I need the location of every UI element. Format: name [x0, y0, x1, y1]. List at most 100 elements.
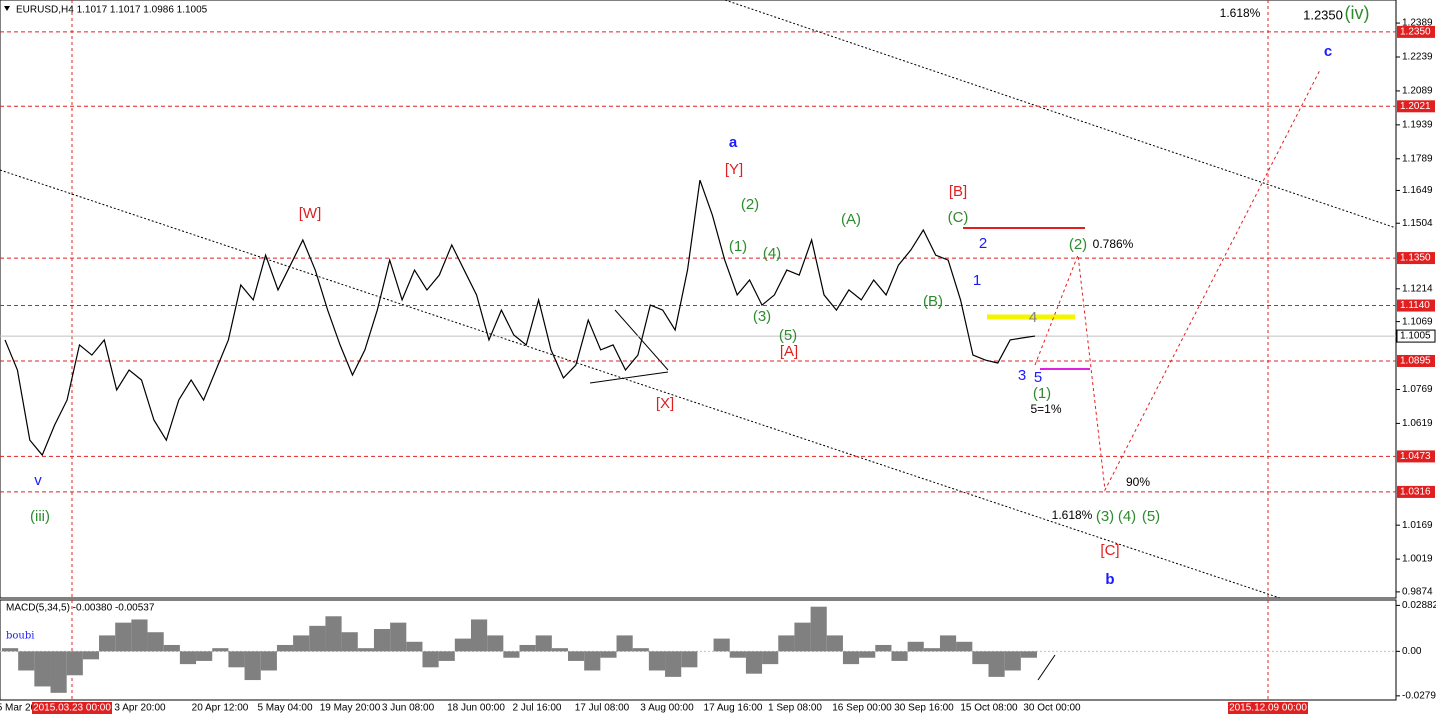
- y-tick-label: 1.1069: [1402, 316, 1433, 327]
- x-tick-label: 5 Mar 2015: [0, 703, 48, 714]
- wave-label: (1): [1033, 385, 1051, 402]
- macd-bar: [713, 638, 730, 652]
- level-box: [1397, 100, 1435, 113]
- cursor-label: 2015.03.23 00:00: [33, 703, 111, 714]
- macd-bar: [147, 632, 164, 652]
- wave-label: 1.618%: [1052, 508, 1093, 522]
- macd-bar: [422, 651, 439, 668]
- wave-label: (5): [1142, 508, 1160, 525]
- macd-bar: [681, 651, 698, 668]
- x-tick-label: 3 Jun 08:00: [382, 703, 435, 714]
- y-tick-label: 0.00: [1402, 646, 1422, 657]
- macd-bar: [551, 648, 569, 652]
- macd-bar: [778, 635, 795, 652]
- macd-bar: [341, 632, 358, 652]
- macd-bar: [616, 635, 633, 652]
- wave-label: (4): [763, 245, 781, 262]
- macd-bar: [665, 651, 682, 677]
- macd-bar: [309, 625, 326, 652]
- wave-label: 2: [979, 235, 987, 252]
- wave-label: [X]: [656, 395, 674, 412]
- macd-bar: [826, 635, 843, 652]
- wave-label: a: [729, 134, 738, 151]
- level-label: 1.2350: [1400, 27, 1431, 38]
- wave-label: [C]: [1100, 542, 1119, 559]
- macd-frame: [0, 599, 1397, 701]
- trend-line: [724, 0, 1397, 229]
- macd-bar: [66, 651, 83, 676]
- wave-label: (4): [1118, 508, 1136, 525]
- macd-bar: [50, 651, 67, 693]
- level-box: [1397, 354, 1435, 367]
- macd-bar: [956, 641, 973, 652]
- macd-title: MACD(5,34,5) -0.00380 -0.00537: [6, 603, 155, 614]
- level-box: [1397, 252, 1435, 265]
- cursor-box: [1228, 702, 1308, 714]
- y-tick-label: 0.9874: [1402, 587, 1433, 598]
- wave-label: 5: [1034, 369, 1042, 386]
- macd-bar: [276, 644, 294, 652]
- trend-line: [589, 371, 669, 384]
- macd-bar: [131, 619, 148, 652]
- wave-label: (2): [741, 196, 759, 213]
- x-tick-label: 16 Sep 00:00: [832, 703, 892, 714]
- projection-path: [1034, 69, 1321, 492]
- x-tick-label: 5 May 04:00: [257, 703, 312, 714]
- wave-label: (3): [1096, 508, 1114, 525]
- wave-label: (3): [753, 308, 771, 325]
- price-label: 1.1005: [1400, 331, 1431, 342]
- macd-bar: [293, 635, 310, 652]
- chart-title: EURUSD,H4 1.1017 1.1017 1.0986 1.1005: [16, 5, 208, 16]
- wave-label: 1.2350: [1303, 7, 1343, 22]
- y-tick-label: 1.1214: [1402, 283, 1433, 294]
- macd-bar: [373, 629, 391, 652]
- wave-label: (B): [923, 293, 943, 310]
- macd-bar: [406, 641, 423, 652]
- wave-label: c: [1324, 43, 1332, 60]
- wave-label: 1: [973, 272, 981, 289]
- y-tick-label: 1.2239: [1402, 52, 1433, 63]
- y-tick-label: 1.2089: [1402, 86, 1433, 97]
- wave-label: 4: [1029, 309, 1037, 326]
- price-line-series: [4, 179, 1036, 457]
- wave-label: [W]: [299, 205, 322, 222]
- macd-bar: [632, 648, 649, 652]
- macd-bar: [1020, 651, 1037, 658]
- wave-label: (iv): [1345, 3, 1370, 23]
- macd-bar: [260, 651, 277, 671]
- macd-bar: [18, 651, 35, 671]
- level-box: [1397, 450, 1435, 463]
- indicator-name: boubi: [6, 631, 34, 642]
- macd-bar: [390, 622, 407, 652]
- level-label: 1.0473: [1400, 451, 1431, 462]
- y-tick-label: 1.1649: [1402, 185, 1433, 196]
- macd-bar: [34, 651, 51, 687]
- macd-bar: [2, 648, 19, 652]
- macd-bar: [842, 651, 860, 665]
- x-tick-label: 17 Aug 16:00: [704, 703, 763, 714]
- macd-bar: [454, 638, 471, 652]
- wave-label: 90%: [1126, 475, 1150, 489]
- macd-bar: [438, 651, 455, 661]
- macd-bar: [1004, 651, 1021, 671]
- level-label: 1.1350: [1400, 253, 1431, 264]
- cursor-label: 2015.12.09 00:00: [1229, 703, 1307, 714]
- x-tick-label: 1 Sep 08:00: [768, 703, 822, 714]
- y-tick-label: 1.0619: [1402, 418, 1433, 429]
- macd-bar: [487, 635, 504, 652]
- wave-label: 1.618%: [1220, 6, 1261, 20]
- y-tick-label: -0.0279: [1402, 690, 1436, 701]
- x-tick-label: 19 May 20:00: [320, 703, 381, 714]
- x-tick-label: 17 Jul 08:00: [575, 703, 630, 714]
- y-tick-label: 1.1789: [1402, 153, 1433, 164]
- y-tick-label: 1.2389: [1402, 18, 1433, 29]
- level-box: [1397, 299, 1435, 312]
- macd-bar: [810, 606, 827, 652]
- cursor-box: [32, 702, 112, 714]
- wave-label: (5): [779, 327, 797, 344]
- y-tick-label: 1.0019: [1402, 554, 1433, 565]
- y-tick-label: 0.02882: [1402, 600, 1436, 611]
- menu-icon: [4, 6, 10, 11]
- macd-bar: [535, 635, 552, 652]
